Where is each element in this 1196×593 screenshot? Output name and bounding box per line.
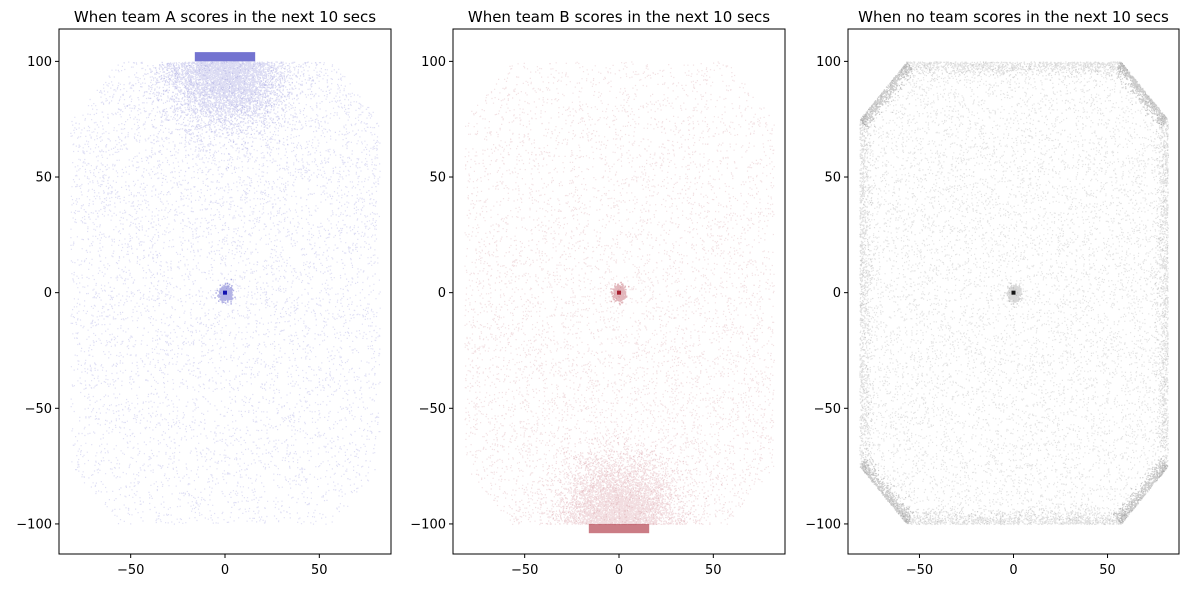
y-tick-label: −50	[814, 402, 841, 417]
scatter-points	[464, 61, 775, 534]
subplot-3: −50 0 50 −100 −50 0 50 100 When no team scores i…	[805, 8, 1180, 578]
y-tick-label: 50	[35, 171, 52, 186]
scatter-points	[70, 52, 381, 525]
x-tick-label: −50	[117, 563, 144, 578]
goal-band	[588, 523, 650, 534]
y-tick-label: 100	[816, 55, 841, 70]
x-tick-label: 0	[221, 563, 229, 578]
chart-title: When team B scores in the next 10 secs	[468, 8, 770, 26]
chart-title: When team A scores in the next 10 secs	[74, 8, 376, 26]
goal-band	[194, 52, 256, 62]
y-tick-label: −50	[419, 402, 446, 417]
scatter-goal-density	[516, 394, 734, 526]
y-tick-label: 0	[44, 286, 52, 301]
y-tick-label: −100	[805, 517, 841, 532]
center-dot	[1011, 290, 1016, 295]
x-tick-label: 0	[1009, 563, 1017, 578]
x-tick-label: −50	[511, 563, 538, 578]
scatter-center-cluster	[1003, 282, 1023, 308]
center-dot	[223, 290, 227, 295]
chart-title: When no team scores in the next 10 secs	[858, 8, 1169, 26]
x-tick-label: 50	[311, 563, 328, 578]
scatter-goal-density	[119, 61, 337, 190]
subplot-2: −50 0 50 −100 −50 0 50 100 When team B scores in…	[410, 8, 786, 578]
y-tick-label: −50	[25, 402, 52, 417]
x-tick-label: 0	[615, 563, 623, 578]
scatter-uniform	[70, 61, 381, 525]
y-tick-label: −100	[410, 517, 446, 532]
y-tick-label: 0	[438, 286, 446, 301]
x-tick-label: −50	[906, 563, 933, 578]
x-tick-label: 50	[705, 563, 722, 578]
scatter-points	[859, 61, 1169, 526]
y-tick-label: 100	[421, 55, 446, 70]
y-tick-label: 0	[833, 286, 841, 301]
center-dot	[617, 290, 621, 295]
x-tick-label: 50	[1099, 563, 1116, 578]
y-tick-label: 100	[27, 55, 52, 70]
subplot-1: −50 0 50 −100 −50 0 50 100 When team A scores in…	[16, 8, 392, 578]
y-tick-label: 50	[429, 171, 446, 186]
y-tick-label: −100	[16, 517, 52, 532]
y-tick-label: 50	[824, 171, 841, 186]
